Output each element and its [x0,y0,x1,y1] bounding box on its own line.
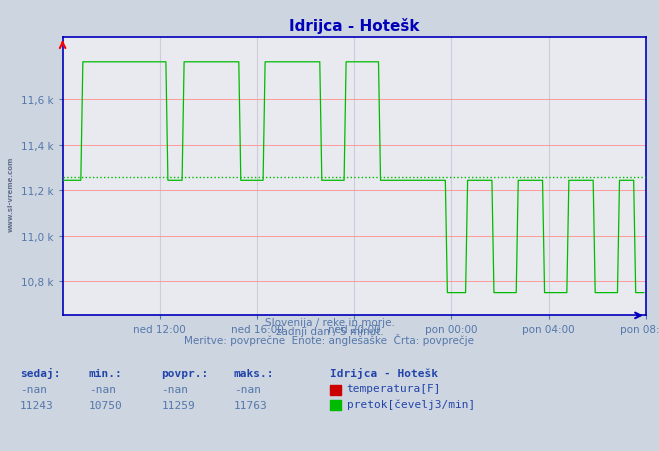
Text: pretok[čevelj3/min]: pretok[čevelj3/min] [347,398,475,409]
Text: Meritve: povprečne  Enote: anglešaške  Črta: povprečje: Meritve: povprečne Enote: anglešaške Črt… [185,334,474,345]
Text: sedaj:: sedaj: [20,368,60,378]
Text: maks.:: maks.: [234,368,274,378]
Text: -nan: -nan [161,384,188,394]
Text: -nan: -nan [234,384,261,394]
Text: povpr.:: povpr.: [161,368,209,378]
Text: -nan: -nan [89,384,116,394]
Text: Idrijca - Hotešk: Idrijca - Hotešk [330,368,438,378]
Text: zadnji dan / 5 minut.: zadnji dan / 5 minut. [275,327,384,336]
Text: 11763: 11763 [234,400,268,410]
Text: Slovenija / reke in morje.: Slovenija / reke in morje. [264,318,395,327]
Title: Idrijca - Hotešk: Idrijca - Hotešk [289,18,420,34]
Text: 11259: 11259 [161,400,195,410]
Text: min.:: min.: [89,368,123,378]
Text: 10750: 10750 [89,400,123,410]
Text: temperatura[F]: temperatura[F] [347,383,441,393]
Text: -nan: -nan [20,384,47,394]
Text: 11243: 11243 [20,400,53,410]
Text: www.si-vreme.com: www.si-vreme.com [8,156,14,231]
